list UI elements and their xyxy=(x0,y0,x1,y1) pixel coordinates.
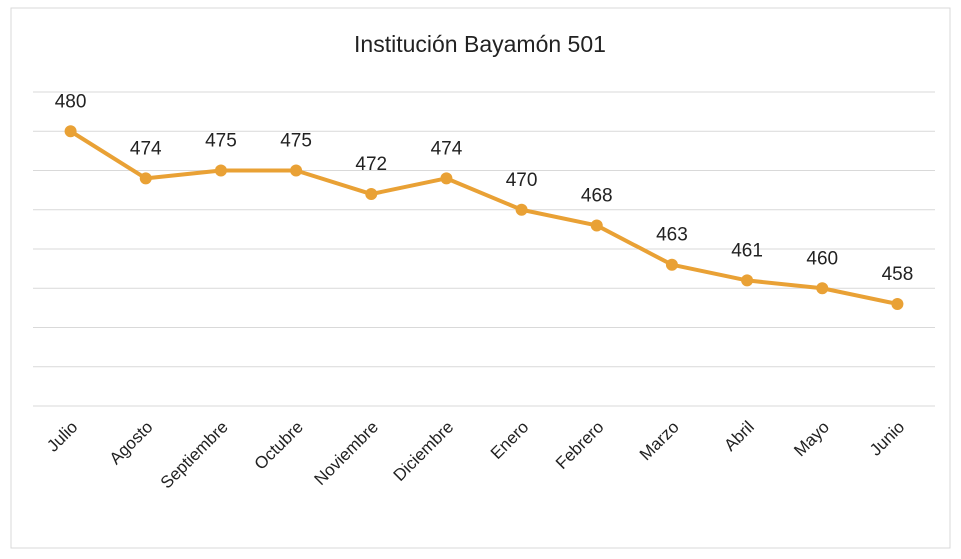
data-label: 475 xyxy=(280,131,312,152)
marker xyxy=(139,172,152,185)
marker xyxy=(741,274,754,287)
marker xyxy=(290,164,303,177)
data-label: 480 xyxy=(55,91,87,112)
marker xyxy=(665,258,678,271)
marker xyxy=(515,203,528,216)
data-label: 460 xyxy=(806,248,838,269)
marker xyxy=(590,219,603,232)
marker xyxy=(64,125,77,138)
marker xyxy=(214,164,227,177)
marker xyxy=(365,188,378,201)
marker xyxy=(440,172,453,185)
data-label: 474 xyxy=(431,138,463,159)
data-label: 475 xyxy=(205,131,237,152)
data-label: 472 xyxy=(355,154,387,175)
chart-title: Institución Bayamón 501 xyxy=(354,31,606,57)
marker xyxy=(816,282,829,295)
data-label: 468 xyxy=(581,185,613,206)
marker xyxy=(891,297,904,310)
data-label: 461 xyxy=(731,240,763,261)
line xyxy=(69,129,898,306)
data-label: 474 xyxy=(130,138,162,159)
data-label: 463 xyxy=(656,225,688,246)
chart-border xyxy=(10,7,951,549)
data-label: 458 xyxy=(882,264,914,285)
data-label: 470 xyxy=(506,170,538,191)
